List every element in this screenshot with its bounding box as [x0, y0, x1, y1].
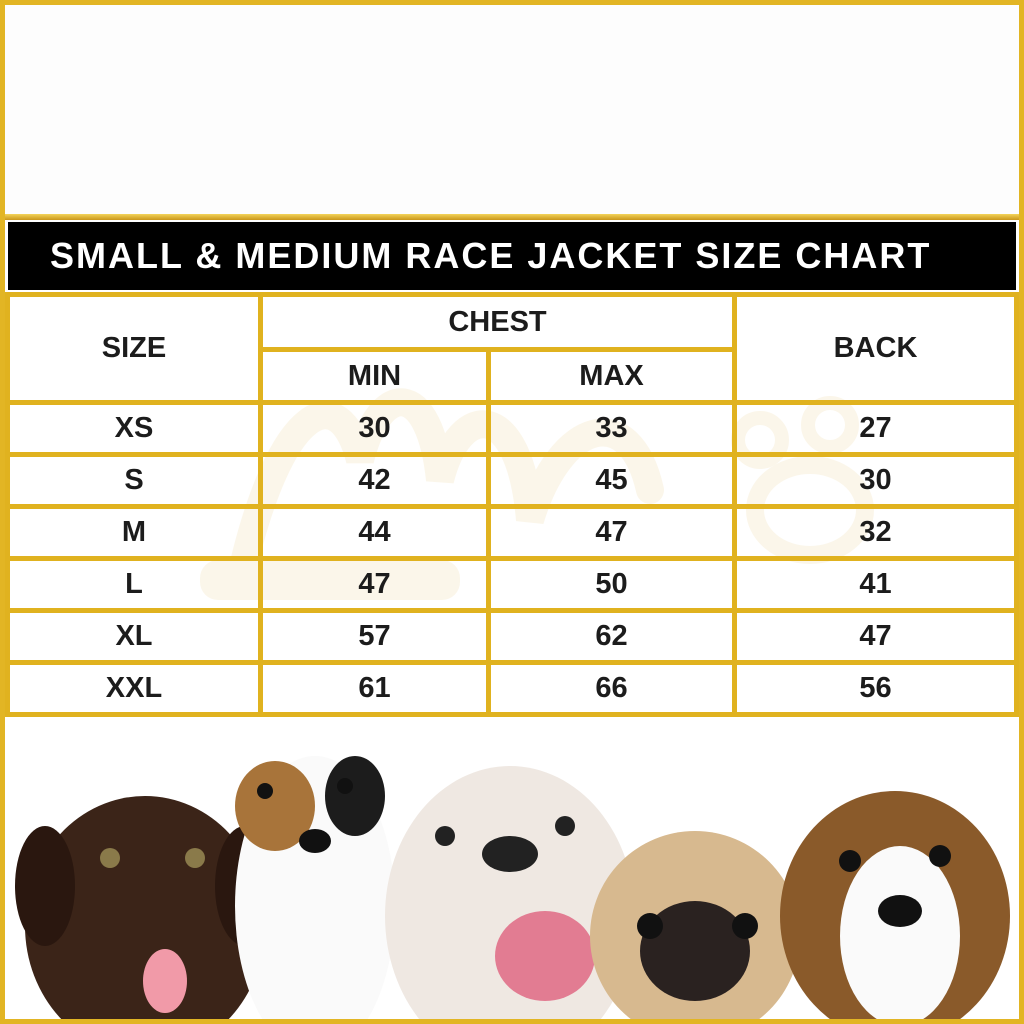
header-back: BACK — [732, 292, 1019, 405]
cell-size: M — [5, 504, 263, 561]
cell-size: L — [5, 556, 263, 613]
size-table: SIZE CHEST BACK MIN MAX XS 30 33 27 S 42 45 30… — [5, 292, 1019, 717]
cell-size: S — [5, 452, 263, 509]
header-min: MIN — [258, 347, 491, 405]
pug-puppy — [590, 831, 800, 1019]
cell-min: 47 — [258, 556, 491, 613]
cell-max: 45 — [485, 452, 738, 509]
cell-size: XL — [5, 608, 263, 665]
cell-back: 27 — [732, 400, 1019, 457]
cell-min: 61 — [258, 660, 491, 717]
cell-size: XS — [5, 400, 263, 457]
cell-back: 56 — [732, 660, 1019, 717]
table-row: XL 57 62 47 — [5, 608, 1019, 665]
beagle-puppy — [780, 791, 1010, 1019]
cell-max: 62 — [485, 608, 738, 665]
cell-max: 47 — [485, 504, 738, 561]
cell-max: 33 — [485, 400, 738, 457]
cell-back: 30 — [732, 452, 1019, 509]
table-row: M 44 47 32 — [5, 504, 1019, 561]
cell-size: XXL — [5, 660, 263, 717]
jack-russell-puppy — [235, 756, 395, 1019]
chart-title: SMALL & MEDIUM RACE JACKET SIZE CHART — [8, 222, 1016, 290]
table-row: S 42 45 30 — [5, 452, 1019, 509]
cell-max: 66 — [485, 660, 738, 717]
header-size: SIZE — [5, 292, 263, 405]
cell-max: 50 — [485, 556, 738, 613]
cell-min: 30 — [258, 400, 491, 457]
cell-min: 42 — [258, 452, 491, 509]
cell-min: 57 — [258, 608, 491, 665]
cell-back: 32 — [732, 504, 1019, 561]
bulldog-puppy — [385, 766, 635, 1019]
puppies-image — [5, 746, 1019, 1019]
table-row: XS 30 33 27 — [5, 400, 1019, 457]
table-row: XXL 61 66 56 — [5, 660, 1019, 717]
header-chest: CHEST — [257, 292, 738, 352]
header-max: MAX — [485, 347, 738, 405]
cell-back: 41 — [732, 556, 1019, 613]
cell-back: 47 — [732, 608, 1019, 665]
cell-min: 44 — [258, 504, 491, 561]
divider — [5, 214, 1019, 220]
blank-header-area — [5, 5, 1019, 215]
table-row: L 47 50 41 — [5, 556, 1019, 613]
